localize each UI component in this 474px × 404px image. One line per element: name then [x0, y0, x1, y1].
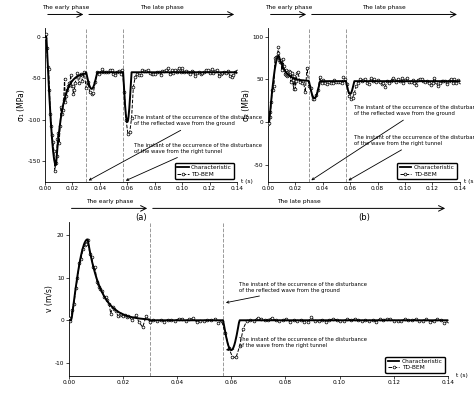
- Characteristic: [234, 70, 240, 75]
- TD-BEM: [445, 319, 451, 324]
- Characteristic: [358, 79, 364, 84]
- Legend: Characteristic, TD-BEM: Characteristic, TD-BEM: [174, 163, 234, 179]
- Y-axis label: σ₁ (MPa): σ₁ (MPa): [17, 89, 26, 121]
- TD-BEM: [68, 319, 73, 324]
- TD-BEM: [42, 36, 48, 40]
- Characteristic: [84, 237, 90, 242]
- TD-BEM: [265, 317, 271, 322]
- Characteristic: [134, 70, 139, 75]
- TD-BEM: [43, 31, 49, 36]
- Characteristic: [273, 318, 278, 323]
- TD-BEM: [66, 316, 72, 321]
- Characteristic: [369, 79, 375, 84]
- Characteristic: [457, 79, 463, 84]
- TD-BEM: [44, 46, 50, 51]
- TD-BEM: [457, 79, 463, 84]
- Y-axis label: v (m/s): v (m/s): [45, 286, 54, 312]
- TD-BEM: [64, 87, 70, 92]
- Text: The instant of the occurrence of the disturbance
of the reflected wave from the : The instant of the occurrence of the dis…: [90, 116, 262, 180]
- TD-BEM: [112, 73, 118, 78]
- Text: The late phase: The late phase: [140, 5, 183, 10]
- Characteristic: [250, 318, 255, 323]
- Characteristic: [438, 318, 443, 323]
- Y-axis label: σ₂ (MPa): σ₂ (MPa): [242, 89, 251, 121]
- Line: TD-BEM: TD-BEM: [266, 46, 461, 125]
- TD-BEM: [272, 56, 278, 61]
- Characteristic: [230, 70, 236, 75]
- TD-BEM: [108, 311, 114, 316]
- Characteristic: [445, 318, 451, 323]
- Line: Characteristic: Characteristic: [45, 37, 237, 165]
- Legend: Characteristic, TD-BEM: Characteristic, TD-BEM: [385, 357, 445, 373]
- TD-BEM: [80, 78, 85, 83]
- Text: The instant of the occurrence of the disturbance
of the wave from the right tunn: The instant of the occurrence of the dis…: [227, 337, 367, 351]
- Characteristic: [423, 79, 428, 84]
- Characteristic: [356, 79, 362, 84]
- Characteristic: [228, 348, 234, 353]
- Characteristic: [53, 163, 59, 168]
- TD-BEM: [275, 45, 281, 50]
- Characteristic: [265, 120, 271, 124]
- Text: The instant of the occurrence of the disturbance
of the reflected wave from the : The instant of the occurrence of the dis…: [227, 282, 367, 303]
- TD-BEM: [234, 68, 240, 73]
- Characteristic: [380, 79, 385, 84]
- Characteristic: [157, 70, 163, 75]
- Line: Characteristic: Characteristic: [69, 240, 448, 350]
- Characteristic: [146, 70, 152, 75]
- Characteristic: [276, 53, 282, 58]
- TD-BEM: [266, 120, 272, 125]
- TD-BEM: [136, 320, 142, 324]
- TD-BEM: [52, 168, 58, 173]
- Text: The instant of the occurrence of the disturbance
of the reflected wave from the : The instant of the occurrence of the dis…: [312, 105, 474, 180]
- Text: (b): (b): [358, 213, 370, 221]
- TD-BEM: [201, 318, 207, 323]
- Text: The instant of the occurrence of the disturbance
of the wave from the right tunn: The instant of the occurrence of the dis…: [349, 135, 474, 180]
- Characteristic: [66, 318, 72, 323]
- Text: (a): (a): [135, 213, 147, 221]
- TD-BEM: [233, 355, 239, 360]
- Line: Characteristic: Characteristic: [268, 56, 460, 122]
- Text: The late phase: The late phase: [277, 199, 321, 204]
- Characteristic: [200, 70, 206, 75]
- Text: The early phase: The early phase: [86, 199, 133, 204]
- Text: t (s): t (s): [241, 179, 253, 184]
- TD-BEM: [80, 247, 86, 252]
- Text: The early phase: The early phase: [264, 5, 312, 10]
- Text: The early phase: The early phase: [42, 5, 89, 10]
- Legend: Characteristic, TD-BEM: Characteristic, TD-BEM: [397, 163, 457, 179]
- TD-BEM: [286, 69, 292, 74]
- Text: t (s): t (s): [464, 179, 474, 184]
- TD-BEM: [301, 79, 306, 84]
- Characteristic: [135, 70, 141, 75]
- Text: The instant of the occurrence of the disturbance
of the wave from the right tunn: The instant of the occurrence of the dis…: [127, 143, 262, 180]
- TD-BEM: [265, 122, 271, 126]
- Text: The late phase: The late phase: [363, 5, 406, 10]
- TD-BEM: [50, 140, 56, 145]
- Characteristic: [247, 318, 253, 323]
- TD-BEM: [85, 237, 91, 242]
- TD-BEM: [143, 68, 149, 73]
- Line: TD-BEM: TD-BEM: [44, 32, 238, 172]
- Characteristic: [378, 318, 384, 323]
- Characteristic: [42, 34, 48, 39]
- TD-BEM: [333, 80, 339, 85]
- Text: t (s): t (s): [456, 373, 468, 378]
- Characteristic: [453, 79, 458, 84]
- Characteristic: [293, 318, 299, 323]
- TD-BEM: [364, 81, 370, 86]
- Line: TD-BEM: TD-BEM: [67, 238, 449, 359]
